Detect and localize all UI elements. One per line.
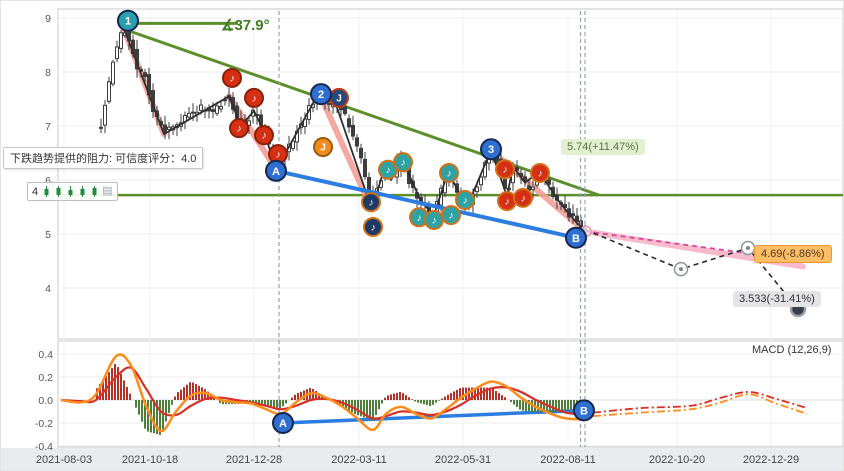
svg-text:A: A (279, 418, 287, 430)
x-axis-label: 2022-05-31 (435, 454, 491, 466)
note-marker-red[interactable]: ♪ (244, 87, 264, 108)
note-marker-red[interactable]: ♪ (254, 125, 274, 146)
y-axis-label: 4 (45, 283, 51, 295)
note-marker-redOrange[interactable]: ♪ (513, 187, 533, 208)
svg-text:2: 2 (318, 89, 324, 101)
svg-text:B: B (580, 405, 588, 417)
macd-panel (60, 353, 808, 435)
svg-text:J: J (336, 93, 342, 104)
svg-text:J: J (320, 143, 326, 154)
svg-text:♪: ♪ (503, 165, 508, 176)
y-axis-label: 8 (45, 67, 51, 79)
wave-point-B[interactable]: B (565, 226, 587, 249)
svg-text:♪: ♪ (369, 198, 374, 209)
price-target-mid-badge: 4.69(-8.86%) (754, 245, 832, 263)
note-marker-redOrange[interactable]: ♪ (497, 191, 517, 212)
svg-text:♪: ♪ (463, 195, 468, 206)
macd-indicator-label: MACD (12,26,9) (752, 344, 832, 356)
wave-point-B[interactable]: B (573, 399, 595, 422)
note-marker-redOrange[interactable]: ♪ (530, 162, 550, 183)
mini-candle-icon (68, 186, 73, 197)
macd-y-axis-label: 0.2 (38, 372, 53, 384)
svg-text:A: A (272, 166, 280, 178)
svg-text:♪: ♪ (447, 168, 452, 179)
svg-text:♪: ♪ (262, 131, 267, 142)
note-marker-teal[interactable]: ♪ (439, 162, 459, 183)
note-marker-redOrange[interactable]: ♪ (495, 159, 515, 180)
svg-text:♪: ♪ (371, 222, 376, 233)
svg-text:♪: ♪ (449, 211, 454, 222)
mini-candle-icon (92, 186, 97, 197)
svg-text:♪: ♪ (401, 158, 406, 169)
x-axis-label: 2022-08-11 (540, 454, 595, 466)
wave-point-A[interactable]: A (272, 412, 294, 434)
svg-text:♪: ♪ (417, 213, 422, 224)
note-marker-red[interactable]: ♪ (229, 118, 249, 139)
wave-point-A[interactable]: A (265, 159, 287, 182)
trend-resistance-tooltip: 下跌趋势提供的阻力: 可信度评分：4.0 (3, 147, 204, 169)
svg-text:♪: ♪ (230, 73, 235, 84)
svg-text:1: 1 (125, 16, 131, 28)
x-axis-label: 2021-08-03 (36, 454, 92, 466)
macd-y-axis-label: 0.0 (38, 395, 53, 407)
y-axis-label: 5 (45, 229, 51, 241)
x-axis-label: 2021-10-18 (122, 454, 178, 466)
wave-point-markers: 1 2 3 A B A B (117, 9, 595, 434)
note-marker-teal[interactable]: ♪ (455, 189, 475, 210)
macd-y-axis-label: -0.4 (35, 441, 53, 453)
svg-text:♪: ♪ (521, 193, 526, 204)
x-axis-label: 2022-12-29 (743, 454, 799, 466)
chart-background (1, 8, 843, 470)
macd-y-axis-label: -0.2 (35, 418, 53, 430)
svg-text:♪: ♪ (432, 215, 437, 226)
x-axis-label: 2021-12-28 (226, 454, 282, 466)
wave-point-1[interactable]: 1 (117, 9, 139, 32)
note-marker-red[interactable]: ♪ (222, 67, 242, 88)
svg-text:♪: ♪ (386, 165, 391, 176)
y-axis-label: 7 (45, 121, 51, 133)
tooltip-text: 下跌趋势提供的阻力: 可信度评分：4.0 (10, 153, 197, 165)
note-marker-teal[interactable]: ♪ (424, 209, 444, 230)
svg-text:♪: ♪ (538, 168, 543, 179)
price-target-up-badge: 5.74(+11.47%) (561, 139, 645, 155)
note-marker-navy[interactable]: ♪ (361, 192, 381, 213)
price-target-down-badge: 3.533(-31.41%) (733, 291, 821, 307)
note-marker-orangeJ[interactable]: J (313, 137, 333, 158)
signal-note-markers: ♪ ♪ ♪ ♪ ♪ J J ♪ ♪ ♪ ♪ ♪ ♪ ♪ ♪ ♪ ♪ ♪ ♪ ♪ (222, 67, 550, 237)
svg-text:♪: ♪ (237, 124, 242, 135)
trend-angle-label: ∡37.9° (221, 17, 270, 34)
grid-icon: ▤ (102, 185, 113, 197)
note-marker-navy[interactable]: ♪ (363, 216, 383, 237)
trend-lines (59, 21, 843, 197)
note-marker-navyJ[interactable]: J (329, 87, 349, 108)
x-axis-label: 2022-03-11 (331, 454, 386, 466)
mini-candle-icon (56, 186, 61, 197)
mini-candle-icon (80, 186, 85, 197)
wave-point-2[interactable]: 2 (310, 83, 332, 106)
signal-count: 4 (32, 185, 39, 198)
y-axis-label: 6 (45, 175, 51, 187)
svg-text:B: B (572, 233, 580, 245)
y-axis-label: 9 (45, 13, 51, 25)
wave-point-3[interactable]: 3 (480, 138, 502, 161)
signal-legend-box[interactable]: 4 ▤ (27, 182, 118, 201)
mini-candle-icon (44, 186, 49, 197)
note-marker-teal[interactable]: ♪ (441, 205, 461, 226)
macd-y-axis-label: 0.4 (38, 349, 53, 361)
x-axis-label: 2022-10-20 (649, 454, 705, 466)
svg-text:3: 3 (488, 144, 494, 156)
svg-text:♪: ♪ (252, 93, 257, 104)
svg-text:♪: ♪ (505, 197, 510, 208)
note-marker-teal[interactable]: ♪ (393, 152, 413, 173)
svg-text:♪: ♪ (276, 150, 281, 161)
